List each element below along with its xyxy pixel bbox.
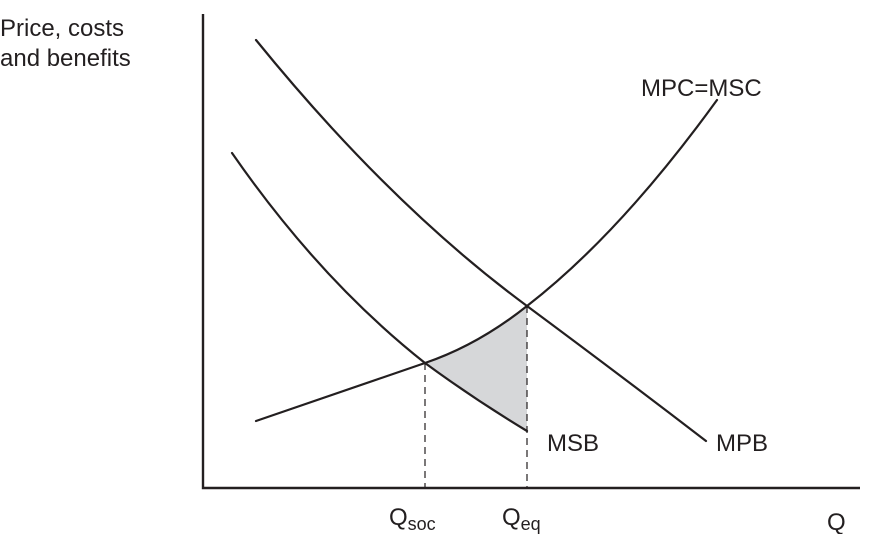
mpb-label: MPB: [716, 430, 768, 457]
axes: [201, 14, 860, 490]
y-axis-label-line2: and benefits: [0, 45, 131, 72]
q-eq-main: Q: [502, 504, 521, 531]
welfare-loss-area: [425, 306, 527, 431]
x-axis-label: Q: [827, 509, 846, 534]
q-soc-label: Qsoc: [389, 504, 436, 534]
y-axis-label-line1: Price, costs: [0, 15, 124, 42]
q-soc-subscript: soc: [408, 514, 436, 534]
mpc-msc-curve: [254, 98, 719, 423]
q-soc-main: Q: [389, 504, 408, 531]
msb-curve: [230, 151, 529, 433]
mpc-msc-label: MPC=MSC: [641, 75, 762, 102]
q-eq-subscript: eq: [521, 514, 541, 534]
y-axis-label: Price, costs and benefits: [0, 15, 131, 72]
msb-label: MSB: [547, 430, 599, 457]
q-eq-label: Qeq: [502, 504, 541, 534]
mpb-curve: [254, 38, 708, 443]
